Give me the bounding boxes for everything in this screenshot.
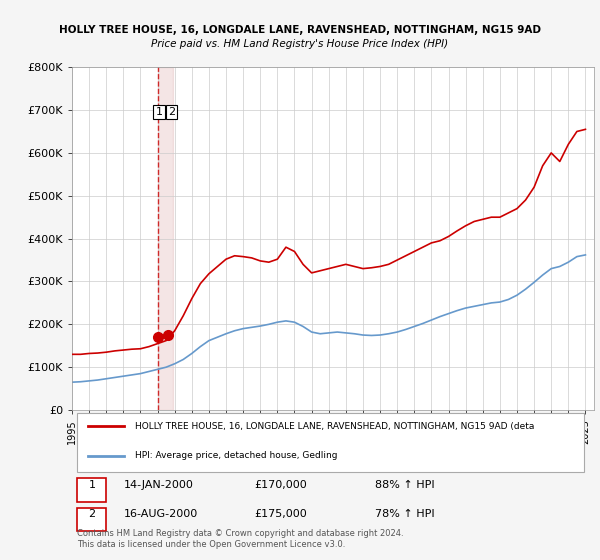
Text: 14-JAN-2000: 14-JAN-2000 — [124, 480, 194, 490]
Text: Price paid vs. HM Land Registry's House Price Index (HPI): Price paid vs. HM Land Registry's House … — [151, 39, 449, 49]
Text: 1: 1 — [88, 480, 95, 490]
Text: Contains HM Land Registry data © Crown copyright and database right 2024.
This d: Contains HM Land Registry data © Crown c… — [77, 529, 404, 549]
Text: 78% ↑ HPI: 78% ↑ HPI — [375, 509, 434, 519]
Text: HPI: Average price, detached house, Gedling: HPI: Average price, detached house, Gedl… — [134, 451, 337, 460]
Text: 2: 2 — [88, 509, 95, 519]
Text: 2: 2 — [168, 107, 175, 117]
Text: £175,000: £175,000 — [254, 509, 307, 519]
Text: £170,000: £170,000 — [254, 480, 307, 490]
FancyBboxPatch shape — [77, 478, 106, 502]
Text: HOLLY TREE HOUSE, 16, LONGDALE LANE, RAVENSHEAD, NOTTINGHAM, NG15 9AD (deta: HOLLY TREE HOUSE, 16, LONGDALE LANE, RAV… — [134, 422, 534, 431]
FancyBboxPatch shape — [77, 413, 584, 472]
FancyBboxPatch shape — [77, 508, 106, 531]
Bar — [158, 67, 173, 410]
Text: HOLLY TREE HOUSE, 16, LONGDALE LANE, RAVENSHEAD, NOTTINGHAM, NG15 9AD: HOLLY TREE HOUSE, 16, LONGDALE LANE, RAV… — [59, 25, 541, 35]
Text: 88% ↑ HPI: 88% ↑ HPI — [375, 480, 434, 490]
Text: 1: 1 — [155, 107, 163, 117]
Text: 16-AUG-2000: 16-AUG-2000 — [124, 509, 199, 519]
